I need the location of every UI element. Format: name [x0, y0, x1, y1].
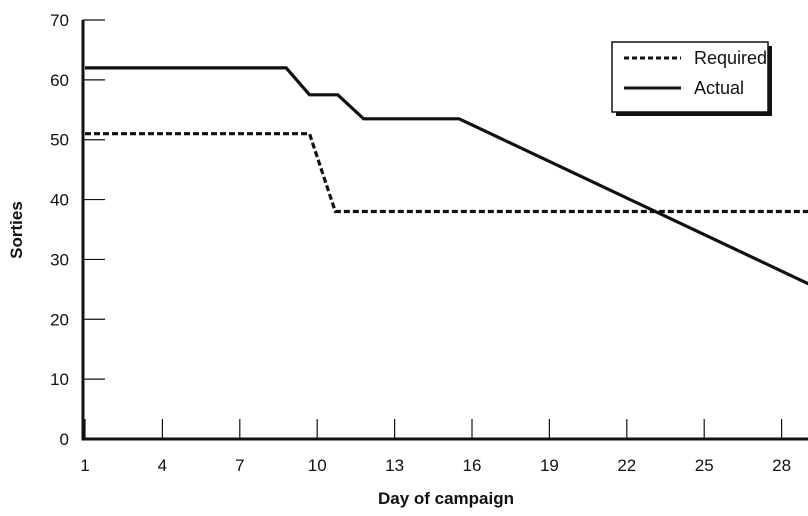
x-tick-label: 25 — [695, 456, 714, 475]
x-tick-label: 10 — [308, 456, 327, 475]
x-tick-label: 1 — [80, 456, 89, 475]
x-tick-label: 7 — [235, 456, 244, 475]
x-tick-label: 13 — [385, 456, 404, 475]
x-axis-ticks: 1 4 7 10 13 16 19 22 25 28 — [80, 419, 791, 475]
x-tick-label: 4 — [158, 456, 167, 475]
x-tick-label: 22 — [617, 456, 636, 475]
y-axis-title: Sorties — [7, 201, 26, 259]
y-tick-label: 30 — [50, 250, 69, 269]
y-tick-label: 50 — [50, 131, 69, 150]
axes — [81, 20, 808, 441]
series-layer — [85, 66, 808, 286]
y-tick-label: 0 — [60, 430, 69, 449]
x-tick-label: 16 — [463, 456, 482, 475]
y-tick-label: 10 — [50, 370, 69, 389]
y-axis-ticks: 0 10 20 30 40 50 60 70 — [50, 11, 105, 449]
y-tick-label: 70 — [50, 11, 69, 30]
legend-label-actual: Actual — [694, 78, 744, 98]
y-tick-label: 60 — [50, 71, 69, 90]
series-line-actual — [85, 66, 808, 286]
legend: Required Actual — [611, 41, 772, 116]
legend-box — [611, 41, 769, 113]
y-tick-label: 40 — [50, 191, 69, 210]
legend-label-required: Required — [694, 48, 767, 68]
x-tick-label: 28 — [772, 456, 791, 475]
x-tick-label: 19 — [540, 456, 559, 475]
y-tick-label: 20 — [50, 310, 69, 329]
series-line-required — [85, 132, 808, 214]
x-axis-title: Day of campaign — [378, 489, 514, 508]
